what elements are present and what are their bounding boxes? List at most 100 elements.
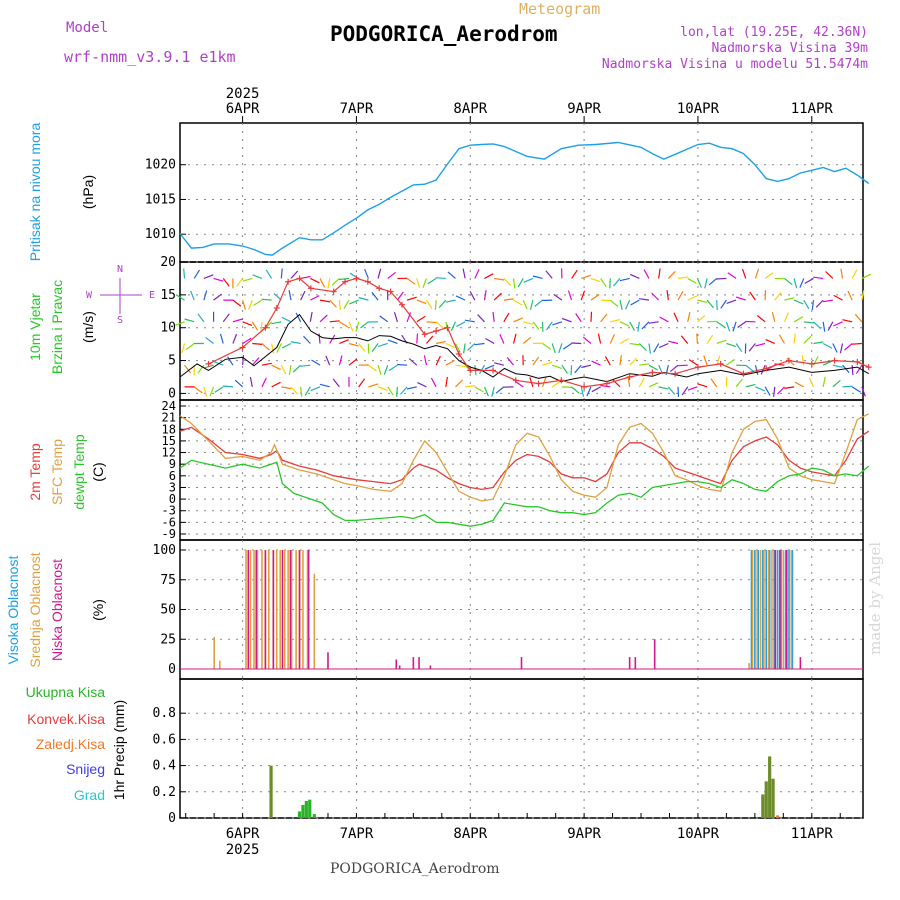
wind-arrow <box>561 364 568 374</box>
cloud-high-label: Visoka Oblacnost <box>5 556 21 665</box>
wind-axis-title-1: 10m Vjetar <box>27 293 43 361</box>
temp-unit: (C) <box>90 462 106 481</box>
wind-arrow <box>575 313 582 323</box>
wind-arrow <box>371 343 379 352</box>
wind-arrow <box>793 278 798 289</box>
wind-arrow <box>619 321 630 327</box>
wind-arrow <box>493 292 502 301</box>
precip-axis-title: 1hr Precip (mm) <box>111 700 127 800</box>
wind-arrow <box>551 380 561 388</box>
wind-arrow <box>542 342 552 350</box>
y-tick-label: 12 <box>162 446 176 460</box>
wind-arrow <box>651 292 660 301</box>
wind-arrow <box>677 291 684 301</box>
wind-arrow <box>783 312 789 323</box>
wind-arrow <box>801 355 805 366</box>
wind-arrow <box>677 276 688 280</box>
y-tick-label: 50 <box>160 603 176 618</box>
wind-arrow <box>430 377 437 388</box>
wind-arrow <box>861 273 872 279</box>
wind-arrow <box>756 315 766 323</box>
wind-unit: (m/s) <box>80 311 96 343</box>
wind-arrow <box>629 273 640 279</box>
y-tick-label: -3 <box>162 504 176 518</box>
wind-arrow <box>339 339 349 345</box>
wind-arrow <box>697 299 708 303</box>
wind-arrow <box>368 383 379 388</box>
wind-arrow <box>677 364 688 367</box>
wind-speed-line <box>179 313 869 383</box>
wind-arrow <box>435 277 446 280</box>
compass-north: N <box>117 264 123 275</box>
wind-arrow <box>253 299 263 306</box>
wind-arrow <box>494 277 505 281</box>
wind-arrow <box>726 342 737 348</box>
y-tick-label: 18 <box>162 422 176 436</box>
wind-arrow <box>295 312 302 323</box>
wind-arrow <box>793 333 796 344</box>
wind-arrow <box>629 342 640 346</box>
y-tick-label: 10 <box>160 321 176 336</box>
wind-arrow <box>242 337 252 344</box>
wind-arrow <box>755 342 766 347</box>
wind-arrow <box>213 293 222 301</box>
wind-arrow <box>339 321 349 328</box>
wind-arrow <box>467 343 476 351</box>
wind-arrow <box>303 335 311 344</box>
wind-arrow <box>581 364 592 368</box>
wind-arrow <box>474 269 480 279</box>
top-date-label: 11APR <box>791 101 834 117</box>
wind-arrow <box>271 343 275 354</box>
wind-arrow <box>625 299 631 310</box>
wind-arrow <box>190 290 195 301</box>
wind-arrow <box>513 299 523 306</box>
wind-arrow <box>455 379 464 388</box>
y-tick-label: 0.6 <box>153 732 176 747</box>
wind-arrow <box>774 291 782 301</box>
precip-bar <box>768 756 772 818</box>
wind-arrow <box>205 337 214 344</box>
wind-arrow <box>847 290 853 301</box>
wind-arrow <box>261 362 272 366</box>
wind-arrow <box>716 277 727 280</box>
wind-arrow <box>232 318 243 323</box>
wind-arrow <box>474 342 485 346</box>
wind-arrow <box>720 299 727 309</box>
panel-frame-pressure <box>179 122 864 263</box>
wind-arrow <box>512 333 517 344</box>
wind-arrow <box>281 316 292 323</box>
wind-arrow <box>558 343 563 354</box>
wind-arrow <box>804 277 814 284</box>
wind-arrow <box>343 299 350 310</box>
wind-arrow <box>710 378 718 388</box>
sfctemp-label: SFC Temp <box>49 439 65 505</box>
precip-bar <box>269 765 273 818</box>
wind-arrow <box>590 277 601 283</box>
y-tick-label: 5 <box>168 354 176 369</box>
wind-arrow <box>706 334 714 344</box>
wind-arrow <box>349 272 360 279</box>
wind-arrow <box>319 299 331 303</box>
wind-arrow <box>735 343 743 353</box>
station-title: PODGORICA_Aerodrom <box>330 22 558 46</box>
wind-arrow <box>271 321 282 325</box>
wind-arrow <box>777 386 785 395</box>
y-tick-label: 21 <box>162 411 176 425</box>
wind-arrow <box>732 321 737 332</box>
model-label: Model <box>66 20 109 36</box>
wind-arrow <box>261 343 270 351</box>
wind-arrow <box>222 385 233 388</box>
wind-arrow <box>609 299 619 307</box>
pressure-unit: (hPa) <box>80 175 96 209</box>
wind-arrow <box>383 364 389 375</box>
wind-arrow <box>582 336 592 344</box>
wind-arrow <box>842 385 853 388</box>
pressure-line <box>179 141 870 256</box>
wind-arrow <box>406 386 417 390</box>
wind-arrow <box>815 299 824 308</box>
wind-arrow <box>670 364 679 373</box>
wind-arrow <box>456 321 466 328</box>
wind-arrow <box>696 278 702 288</box>
wind-arrow <box>784 386 795 389</box>
wind-arrow <box>271 381 281 388</box>
